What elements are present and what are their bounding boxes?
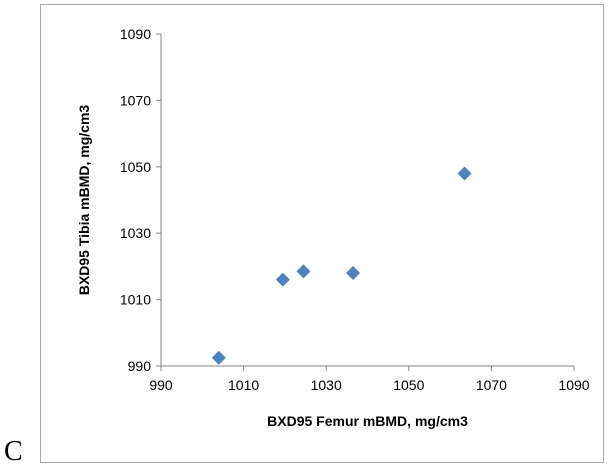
scatter-chart: 990 1010 1030 1050 1070 1090 990 1010 1030 1050 1…: [76, 26, 590, 429]
x-tick-label: 990: [149, 377, 173, 393]
y-tick-label: 1050: [120, 159, 151, 175]
x-tick-label: 1010: [228, 377, 259, 393]
y-tick-label: 1090: [120, 26, 151, 42]
y-tick-labels: 990 1010 1030 1050 1070 1090: [120, 26, 151, 374]
data-point-diamond: [275, 272, 290, 287]
y-tick-label: 1030: [120, 225, 151, 241]
y-tick-label: 1010: [120, 292, 151, 308]
data-point-diamond: [211, 350, 226, 365]
axes: [156, 33, 575, 371]
x-axis-label: BXD95 Femur mBMD, mg/cm3: [267, 413, 468, 429]
panel-letter: C: [4, 436, 23, 467]
chart-frame: 990 1010 1030 1050 1070 1090 990 1010 1030 1050 1…: [40, 4, 604, 463]
x-tick-label: 1030: [311, 377, 342, 393]
data-point-diamond: [296, 264, 311, 279]
y-tick-label: 1070: [120, 92, 151, 108]
y-axis-label: BXD95 Tibia mBMD, mg/cm3: [76, 105, 92, 296]
x-tick-label: 1050: [393, 377, 424, 393]
data-points: [211, 166, 472, 365]
x-tick-label: 1070: [476, 377, 507, 393]
data-point-diamond: [346, 266, 361, 281]
data-point-diamond: [457, 166, 472, 181]
x-tick-labels: 990 1010 1030 1050 1070 1090: [149, 377, 589, 393]
x-tick-label: 1090: [558, 377, 589, 393]
y-tick-label: 990: [128, 358, 152, 374]
